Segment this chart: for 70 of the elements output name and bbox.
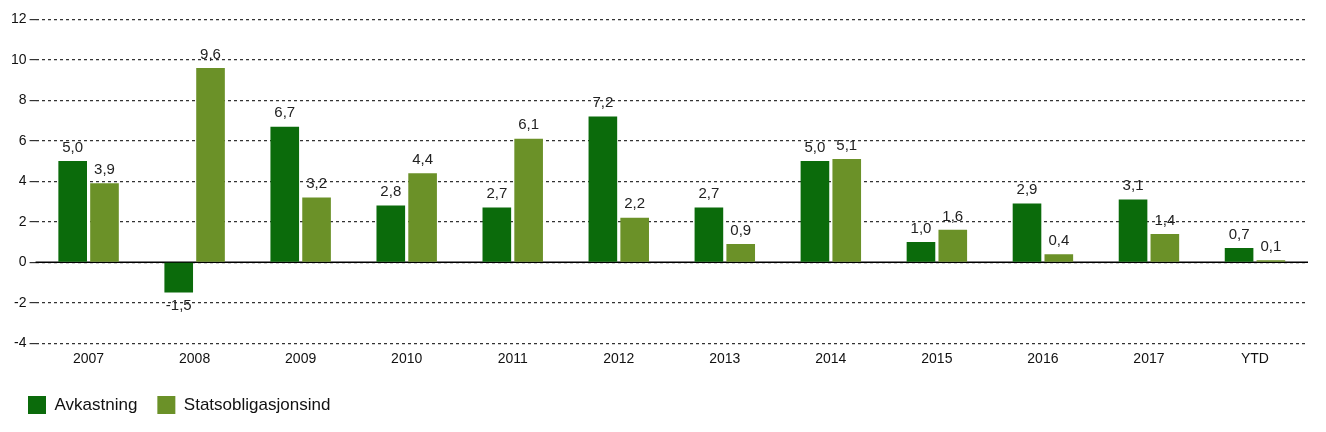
x-tick-label: 2014 xyxy=(815,350,847,367)
y-tick-label: -4 xyxy=(14,334,27,351)
y-tick-label: 4 xyxy=(18,172,27,189)
data-label: 6,1 xyxy=(518,115,540,133)
x-tick-label: 2012 xyxy=(603,350,635,367)
bar xyxy=(906,242,936,262)
x-tick-label: YTD xyxy=(1240,350,1269,367)
y-tick-label: 2 xyxy=(18,212,27,229)
x-tick-label: 2009 xyxy=(285,350,317,367)
bar xyxy=(376,205,406,262)
x-tick-label: 2007 xyxy=(73,350,105,367)
y-tick-label: 6 xyxy=(18,131,27,148)
data-label: -1,5 xyxy=(165,296,192,314)
data-label: 2,2 xyxy=(624,194,646,212)
y-tick-label: -2 xyxy=(14,293,27,310)
bar xyxy=(726,244,756,262)
data-label: 1,4 xyxy=(1154,210,1176,228)
x-tick-label: 2011 xyxy=(497,350,528,367)
data-label: 1,6 xyxy=(942,206,964,224)
data-label: 2,8 xyxy=(380,182,402,200)
data-label: 3,2 xyxy=(306,174,327,192)
legend-label: Avkastning xyxy=(54,394,138,414)
data-label: 4,4 xyxy=(412,149,434,167)
data-label: 0,7 xyxy=(1228,224,1250,242)
bar xyxy=(938,229,968,262)
legend-label: Statsobligasjonsind xyxy=(183,394,331,414)
data-label: 3,1 xyxy=(1122,176,1144,194)
bar xyxy=(1118,199,1148,262)
data-label: 5,0 xyxy=(62,137,84,155)
x-tick-label: 2016 xyxy=(1027,350,1059,367)
data-label: 9,6 xyxy=(200,44,221,62)
data-label: 2,7 xyxy=(698,184,720,202)
y-tick-label: 8 xyxy=(18,91,27,108)
data-label: 3,9 xyxy=(94,159,115,177)
bar xyxy=(1150,233,1180,262)
data-label: 2,9 xyxy=(1016,180,1038,198)
data-label: 2,7 xyxy=(486,184,508,202)
data-label: 0,1 xyxy=(1260,236,1282,254)
x-tick-label: 2015 xyxy=(921,350,953,367)
bar xyxy=(588,116,618,262)
x-tick-label: 2008 xyxy=(179,350,211,367)
bar xyxy=(514,138,543,262)
bar xyxy=(58,161,87,262)
y-tick-label: 12 xyxy=(10,10,27,27)
bar xyxy=(196,67,225,262)
x-tick-label: 2010 xyxy=(391,350,423,367)
data-label: 6,7 xyxy=(274,103,296,121)
bar xyxy=(1044,254,1074,262)
bar xyxy=(482,207,512,262)
data-label: 0,9 xyxy=(730,220,752,238)
x-tick-label: 2017 xyxy=(1133,350,1165,367)
bar xyxy=(694,207,724,262)
data-label: 5,0 xyxy=(804,137,826,155)
data-label: 0,4 xyxy=(1048,230,1070,248)
data-label: 7,2 xyxy=(592,93,614,111)
bar xyxy=(832,159,862,262)
bar xyxy=(164,262,194,293)
bar xyxy=(1012,203,1042,262)
data-label: 1,0 xyxy=(910,218,932,236)
y-tick-label: 10 xyxy=(10,50,27,67)
x-tick-label: 2013 xyxy=(709,350,741,367)
y-tick-label: 0 xyxy=(18,253,27,270)
data-label: 5,1 xyxy=(836,135,858,153)
bar xyxy=(800,161,830,262)
bar xyxy=(620,217,649,262)
bar xyxy=(408,173,437,262)
bar xyxy=(270,126,300,262)
bar xyxy=(302,197,331,262)
bar xyxy=(90,183,119,262)
bar xyxy=(1224,248,1254,262)
